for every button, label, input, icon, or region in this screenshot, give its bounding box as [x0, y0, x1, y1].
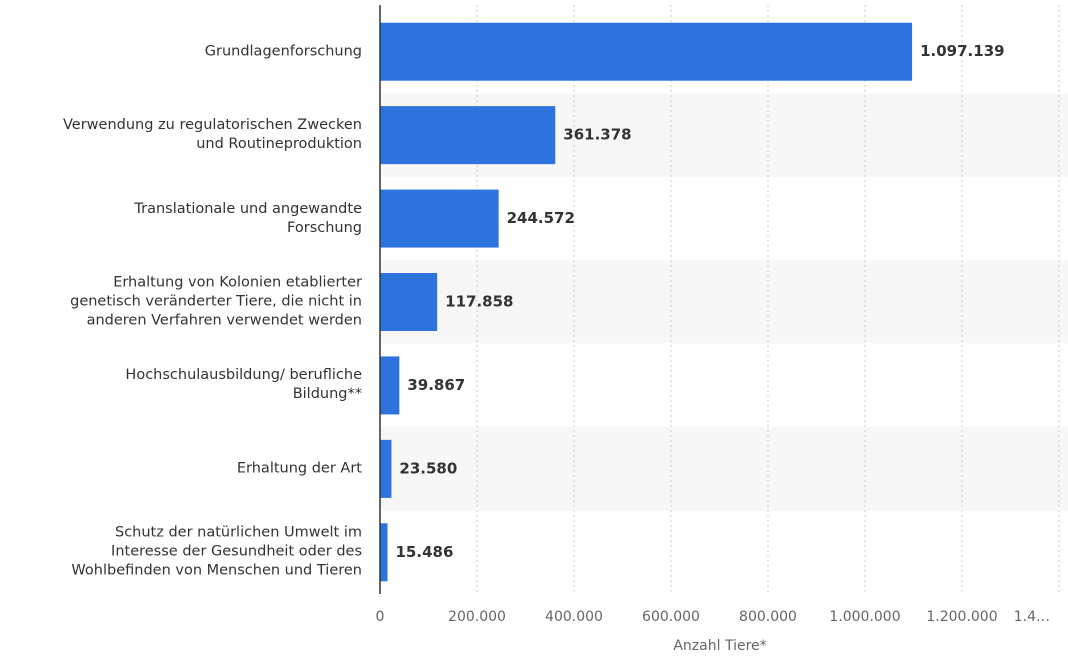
bar [380, 356, 400, 415]
x-tick-label: 0 [376, 609, 385, 625]
value-label: 39.867 [407, 376, 465, 394]
x-tick-label: 200.000 [448, 609, 506, 625]
value-label: 15.486 [396, 543, 454, 561]
x-tick-label: 1.000.000 [829, 609, 900, 625]
y-tick-label: Erhaltung von Kolonien etablierter genet… [70, 274, 362, 329]
x-tick-label: 800.000 [739, 609, 797, 625]
value-label: 244.572 [507, 209, 575, 227]
y-tick-label: Translationale und angewandte Forschung [134, 200, 362, 236]
value-label: 1.097.139 [920, 42, 1004, 60]
bar [380, 189, 499, 248]
value-label: 117.858 [445, 293, 513, 311]
row-band [380, 427, 1068, 511]
bar [380, 106, 556, 165]
x-tick-label: 600.000 [642, 609, 700, 625]
row-band [380, 260, 1068, 344]
value-label: 361.378 [563, 126, 631, 144]
x-tick-label: 1.200.000 [926, 609, 997, 625]
y-tick-label: Grundlagenforschung [204, 43, 362, 60]
value-label: 23.580 [399, 459, 457, 477]
y-tick-label: Hochschulausbildung/ berufliche Bildung*… [125, 367, 362, 403]
x-tick-label: 400.000 [545, 609, 603, 625]
bar [380, 22, 913, 81]
bar [380, 273, 438, 331]
x-tick-label: 1.4… [1014, 609, 1050, 625]
y-tick-label: Erhaltung der Art [236, 460, 362, 477]
bar [380, 439, 392, 498]
y-tick-label: Schutz der natürlichen Umwelt im Interes… [71, 524, 362, 579]
y-tick-label: Verwendung zu regulatorischen Zwecken un… [63, 117, 362, 153]
x-axis-title: Anzahl Tiere* [673, 638, 766, 654]
bar [380, 523, 388, 582]
